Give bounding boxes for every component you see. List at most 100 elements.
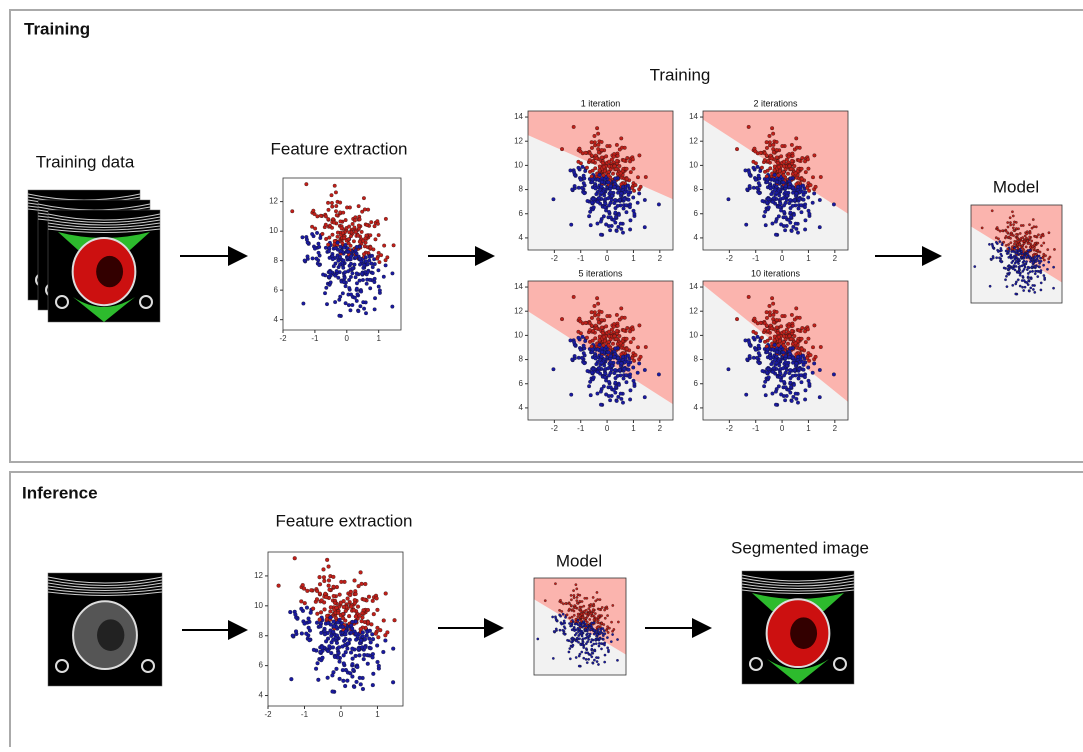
point — [360, 271, 364, 276]
point — [766, 159, 771, 163]
point — [607, 159, 611, 164]
point — [1013, 268, 1017, 272]
point — [630, 355, 635, 360]
point — [786, 387, 791, 392]
point — [783, 360, 788, 365]
point — [361, 238, 366, 243]
plot-frame — [702, 280, 849, 421]
point — [1031, 284, 1035, 287]
point — [1006, 267, 1010, 271]
x-tick-label: -1 — [577, 424, 585, 433]
point — [382, 243, 387, 248]
point — [348, 593, 353, 598]
point — [789, 167, 794, 171]
point — [763, 209, 768, 214]
point — [320, 231, 325, 236]
y-tick-label: 12 — [689, 136, 698, 145]
x-tick-label: 0 — [780, 254, 785, 263]
point — [616, 394, 621, 399]
point — [1000, 243, 1004, 247]
point — [769, 362, 774, 367]
point — [1044, 254, 1047, 258]
point — [756, 181, 761, 186]
point — [1047, 257, 1051, 261]
point — [580, 334, 585, 339]
point — [766, 205, 771, 210]
point — [583, 169, 588, 173]
point — [340, 644, 345, 649]
point — [988, 243, 991, 246]
point — [562, 625, 566, 629]
point — [1028, 231, 1032, 235]
point — [805, 157, 810, 162]
point — [789, 312, 794, 317]
point — [619, 396, 624, 401]
point — [357, 675, 362, 680]
point — [606, 340, 611, 344]
point — [354, 245, 359, 249]
point — [576, 165, 581, 170]
point — [783, 184, 788, 188]
point — [781, 224, 786, 228]
point — [578, 621, 582, 625]
point — [1017, 271, 1021, 275]
point — [350, 271, 355, 276]
point — [570, 640, 573, 643]
point — [755, 185, 759, 190]
point — [373, 296, 377, 301]
point — [594, 599, 598, 603]
point — [831, 202, 836, 207]
point — [367, 277, 372, 282]
point — [596, 366, 601, 371]
point — [767, 304, 772, 308]
point — [375, 659, 380, 665]
point — [594, 156, 599, 161]
point — [591, 375, 596, 380]
point — [582, 191, 587, 196]
point — [359, 289, 364, 294]
y-tick-label: 4 — [274, 315, 279, 324]
point — [617, 164, 622, 168]
point — [300, 235, 305, 240]
point — [591, 367, 596, 372]
point — [1025, 260, 1028, 263]
point — [598, 598, 602, 601]
point — [1010, 233, 1014, 237]
point — [587, 638, 591, 641]
point — [624, 373, 629, 378]
point — [599, 148, 604, 152]
x-tick-label: 1 — [806, 254, 811, 263]
point — [619, 226, 624, 231]
point — [772, 342, 777, 347]
point — [594, 642, 598, 646]
point — [572, 340, 577, 345]
point — [744, 222, 749, 227]
point — [360, 686, 366, 692]
point — [585, 369, 590, 373]
point — [1013, 242, 1016, 246]
point — [628, 388, 633, 393]
arrows — [180, 246, 942, 640]
point — [606, 366, 611, 371]
point — [770, 391, 775, 396]
point — [329, 633, 334, 638]
point — [362, 263, 367, 268]
y-tick-label: 14 — [689, 112, 698, 121]
point — [333, 246, 338, 251]
point — [368, 640, 373, 645]
point — [354, 679, 359, 684]
point — [575, 636, 579, 640]
point — [805, 185, 810, 190]
point — [594, 362, 599, 367]
point — [591, 661, 595, 665]
point — [372, 280, 377, 284]
point — [1047, 260, 1051, 264]
point — [599, 354, 604, 359]
point — [328, 270, 333, 275]
point — [334, 585, 339, 590]
point — [558, 609, 561, 612]
point — [774, 190, 779, 195]
point — [307, 619, 312, 624]
point — [311, 208, 316, 213]
y-tick-label: 4 — [519, 233, 524, 242]
